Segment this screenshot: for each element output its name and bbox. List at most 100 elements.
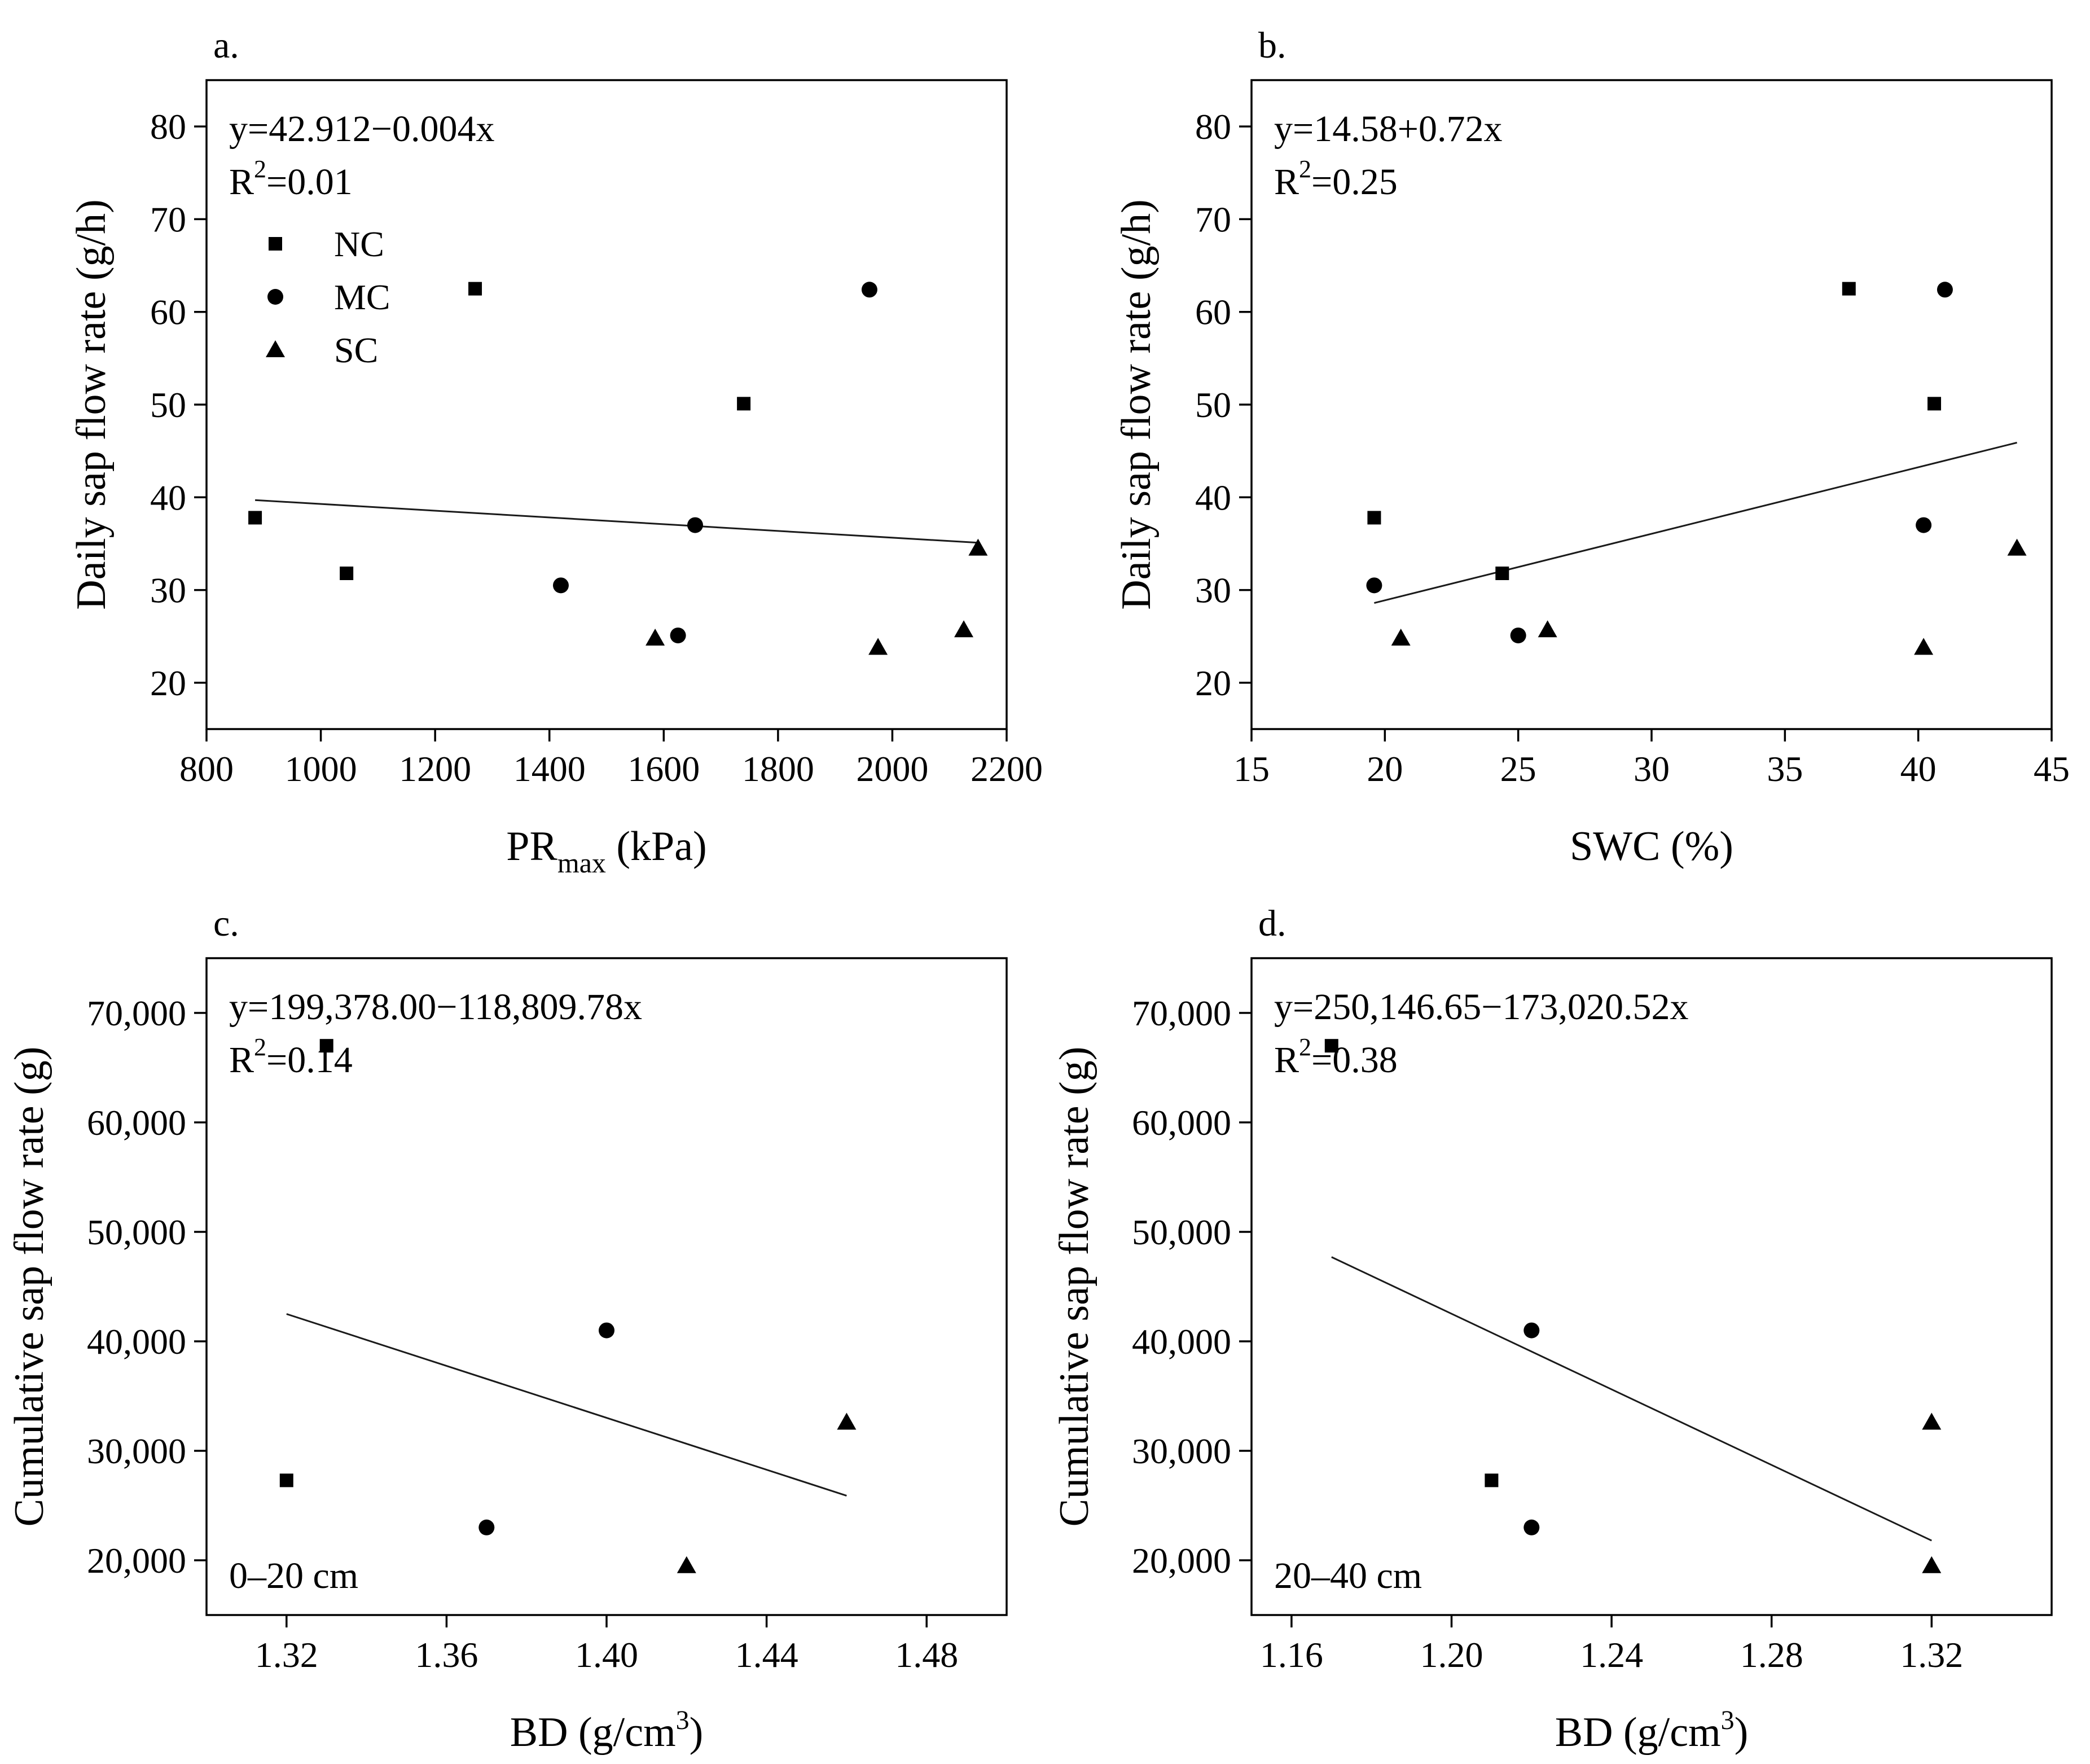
series-sc <box>677 1412 857 1573</box>
panel-label: a. <box>213 25 239 66</box>
point-nc <box>1842 282 1856 296</box>
series-nc <box>1324 1039 1499 1487</box>
point-nc <box>1367 511 1381 525</box>
y-tick-label: 40,000 <box>87 1322 186 1362</box>
x-tick-label: 1.32 <box>1900 1635 1963 1675</box>
point-nc <box>468 282 482 296</box>
x-tick-label: 1.24 <box>1580 1635 1643 1675</box>
x-tick-label: 1.32 <box>255 1635 318 1675</box>
point-nc <box>248 511 262 525</box>
x-tick-label: 35 <box>1767 749 1803 789</box>
y-tick-label: 30,000 <box>1132 1431 1231 1471</box>
point-sc <box>1391 629 1411 646</box>
point-nc <box>1485 1473 1499 1487</box>
x-tick-label: 20 <box>1367 749 1403 789</box>
r-squared-superscript: 2 <box>1299 1033 1311 1061</box>
point-sc <box>677 1556 696 1573</box>
series-mc <box>552 282 877 644</box>
legend-marker-mc <box>267 289 283 305</box>
x-tick-label: 800 <box>179 749 234 789</box>
x-axis-label: SWC (%) <box>1570 823 1733 870</box>
legend-label-nc: NC <box>334 224 384 264</box>
depth-annotation: 0–20 cm <box>229 1555 358 1596</box>
y-axis-label: Cumulative sap flow rate (g) <box>6 1047 52 1527</box>
x-axis-label-rest: ) <box>690 1709 704 1756</box>
point-nc <box>319 1039 333 1053</box>
series-sc <box>1391 538 2027 655</box>
panel-label: c. <box>213 903 239 944</box>
point-nc <box>340 567 354 580</box>
depth-annotation: 20–40 cm <box>1274 1555 1422 1596</box>
x-tick-label: 1800 <box>742 749 814 789</box>
point-nc <box>279 1473 293 1487</box>
point-sc <box>1922 1556 1942 1573</box>
y-axis-label: Daily sap flow rate (g/h) <box>1113 199 1160 609</box>
point-mc <box>1366 577 1382 594</box>
y-axis-label: Cumulative sap flow rate (g) <box>1051 1047 1097 1527</box>
x-axis-label-rest: ) <box>1735 1709 1749 1756</box>
regression-equation: y=42.912−0.004x <box>229 108 494 150</box>
point-sc <box>1914 638 1934 655</box>
r-squared: R2=0.14 <box>229 1033 353 1081</box>
r-squared-prefix: R <box>1274 161 1299 203</box>
point-sc <box>646 629 665 646</box>
x-axis-label-main: SWC (%) <box>1570 823 1733 870</box>
regression-equation: y=14.58+0.72x <box>1274 108 1502 150</box>
x-axis-label-rest: (kPa) <box>606 823 707 870</box>
r-squared-superscript: 2 <box>254 155 266 183</box>
panel-b: b. 15 20 25 30 35 40 45 20 30 40 50 60 70 80 SWC (%) Dai… <box>1113 25 2070 870</box>
r-squared-superscript: 2 <box>254 1033 266 1061</box>
x-tick-label: 1.44 <box>735 1635 798 1675</box>
series-nc <box>1367 282 1942 580</box>
point-sc <box>968 538 988 556</box>
series-sc <box>646 538 988 655</box>
y-tick-label: 60 <box>1195 292 1231 332</box>
fit-line <box>286 1313 847 1497</box>
legend-marker-sc <box>266 340 285 357</box>
x-axis-label-superscript: 3 <box>676 1705 690 1735</box>
r-squared-value: =0.38 <box>1311 1039 1398 1081</box>
y-tick-label: 20,000 <box>87 1541 186 1581</box>
x-axis-label: PRmax (kPa) <box>506 823 706 879</box>
x-tick-label: 1.28 <box>1740 1635 1803 1675</box>
y-tick-label: 50,000 <box>87 1212 186 1252</box>
series-mc <box>1366 282 1953 644</box>
y-tick-label: 20 <box>1195 663 1231 703</box>
y-tick-label: 50,000 <box>1132 1212 1231 1252</box>
plot-frame <box>1250 957 2053 1616</box>
y-tick-label: 80 <box>150 107 186 147</box>
r-squared-value: =0.25 <box>1311 161 1398 203</box>
y-tick-label: 40 <box>1195 477 1231 517</box>
x-axis-label-main: BD (g/cm <box>510 1709 676 1756</box>
y-tick-label: 80 <box>1195 107 1231 147</box>
legend-label-mc: MC <box>334 277 390 317</box>
regression-equation: y=199,378.00−118,809.78x <box>229 986 642 1028</box>
point-mc <box>1916 517 1932 533</box>
x-tick-label: 40 <box>1900 749 1937 789</box>
y-tick-label: 60,000 <box>1132 1103 1231 1143</box>
point-mc <box>861 282 877 298</box>
x-tick-label: 1.16 <box>1260 1635 1323 1675</box>
fit-line <box>255 499 978 544</box>
x-tick-label: 30 <box>1634 749 1670 789</box>
series-mc <box>478 1322 614 1535</box>
panel-d: d. 1.16 1.20 1.24 1.28 1.32 20,000 30,000 40,000… <box>1051 903 2053 1756</box>
legend: NC MC SC <box>266 224 390 370</box>
point-nc <box>1927 397 1942 411</box>
y-tick-label: 50 <box>1195 385 1231 425</box>
x-tick-label: 1600 <box>627 749 700 789</box>
series-sc <box>1922 1412 1942 1573</box>
point-mc <box>1523 1519 1540 1535</box>
y-tick-label: 30 <box>1195 571 1231 611</box>
y-tick-label: 40 <box>150 477 186 517</box>
x-tick-label: 1.20 <box>1420 1635 1483 1675</box>
x-tick-label: 25 <box>1500 749 1536 789</box>
x-axis-label-subscript: max <box>557 847 606 879</box>
y-tick-label: 70,000 <box>87 993 186 1033</box>
x-axis-label-main: BD (g/cm <box>1555 1709 1721 1756</box>
x-tick-label: 2000 <box>856 749 928 789</box>
x-axis-label: BD (g/cm3) <box>510 1705 704 1756</box>
x-tick-label: 1400 <box>513 749 586 789</box>
point-mc <box>599 1322 614 1339</box>
